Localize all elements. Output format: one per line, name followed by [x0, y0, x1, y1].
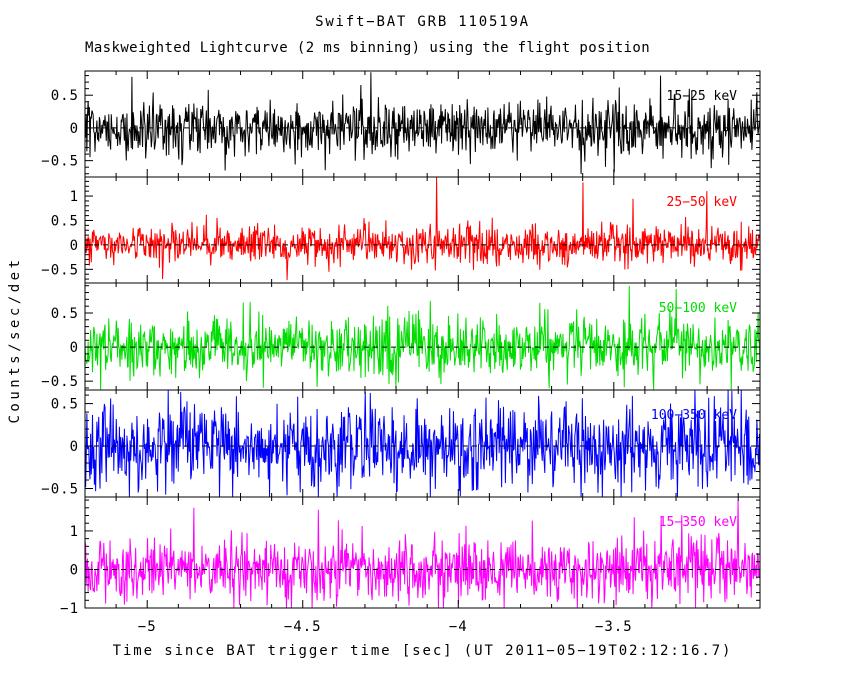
- band-label: 25−50 keV: [667, 195, 738, 210]
- panel-100−350 keV: 100−350 keV0.50−0.5: [41, 389, 761, 498]
- chart-title: Swift−BAT GRB 110519A: [315, 14, 530, 30]
- panel-25−50 keV: 25−50 keV 1 0.5 0 −0.5: [41, 176, 761, 284]
- panel-50−100 keV: 50−100 keV 0.5 0 −0.5: [41, 282, 761, 391]
- y-tick-label: −0.5: [41, 154, 79, 170]
- y-tick-label: 0: [70, 238, 79, 254]
- panel-15−350 keV: 15−350 keV 1 0 −1: [60, 496, 761, 617]
- x-axis-label: Time since BAT trigger time [sec] (UT 20…: [112, 643, 733, 659]
- x-tick-label: −4.5: [284, 619, 322, 635]
- y-tick-label: 0: [70, 121, 79, 137]
- y-tick-label: 0: [70, 439, 79, 455]
- noise-trace: [84, 285, 761, 391]
- chart-subtitle: Maskweighted Lightcurve (2 ms binning) u…: [85, 40, 651, 56]
- y-tick-label: 0: [70, 562, 79, 578]
- y-tick-label: 0.5: [51, 213, 79, 229]
- y-tick-label: 0.5: [51, 306, 79, 322]
- band-label: 15−25 keV: [667, 89, 738, 104]
- y-tick-label: −1: [60, 601, 79, 617]
- x-tick-label: −4: [449, 619, 468, 635]
- noise-trace: [84, 177, 761, 281]
- panel-15−25 keV: 15−25 keV 0.5 0 −0.5: [41, 70, 761, 178]
- noise-trace: [84, 500, 761, 609]
- y-tick-label: −0.5: [41, 262, 79, 278]
- y-tick-label: 0: [70, 340, 79, 356]
- y-tick-label: 0.5: [51, 397, 79, 413]
- y-tick-label: −0.5: [41, 374, 79, 390]
- y-tick-label: 1: [70, 189, 79, 205]
- y-tick-label: −0.5: [41, 482, 79, 498]
- band-label: 50−100 keV: [659, 301, 737, 316]
- noise-trace: [84, 389, 761, 498]
- band-label: 15−350 keV: [659, 515, 737, 530]
- panel-frame: [84, 282, 761, 391]
- x-tick-label: −3.5: [595, 619, 633, 635]
- noise-trace: [84, 72, 761, 175]
- y-tick-label: 1: [70, 524, 79, 540]
- x-tick-label: −5: [138, 619, 157, 635]
- y-tick-label: 0.5: [51, 88, 79, 104]
- panel-frame: [84, 496, 761, 609]
